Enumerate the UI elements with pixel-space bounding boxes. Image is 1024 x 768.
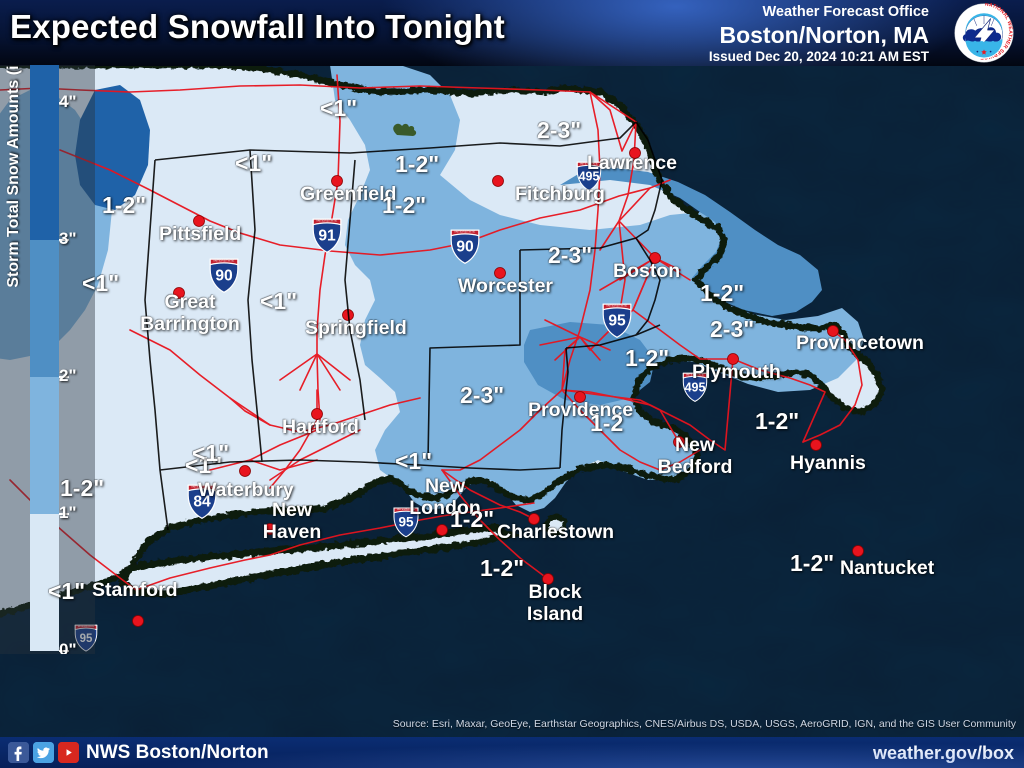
svg-text:90: 90 [456, 238, 474, 255]
svg-text:95: 95 [608, 312, 626, 329]
svg-text:90: 90 [215, 267, 233, 284]
svg-text:91: 91 [318, 227, 336, 244]
